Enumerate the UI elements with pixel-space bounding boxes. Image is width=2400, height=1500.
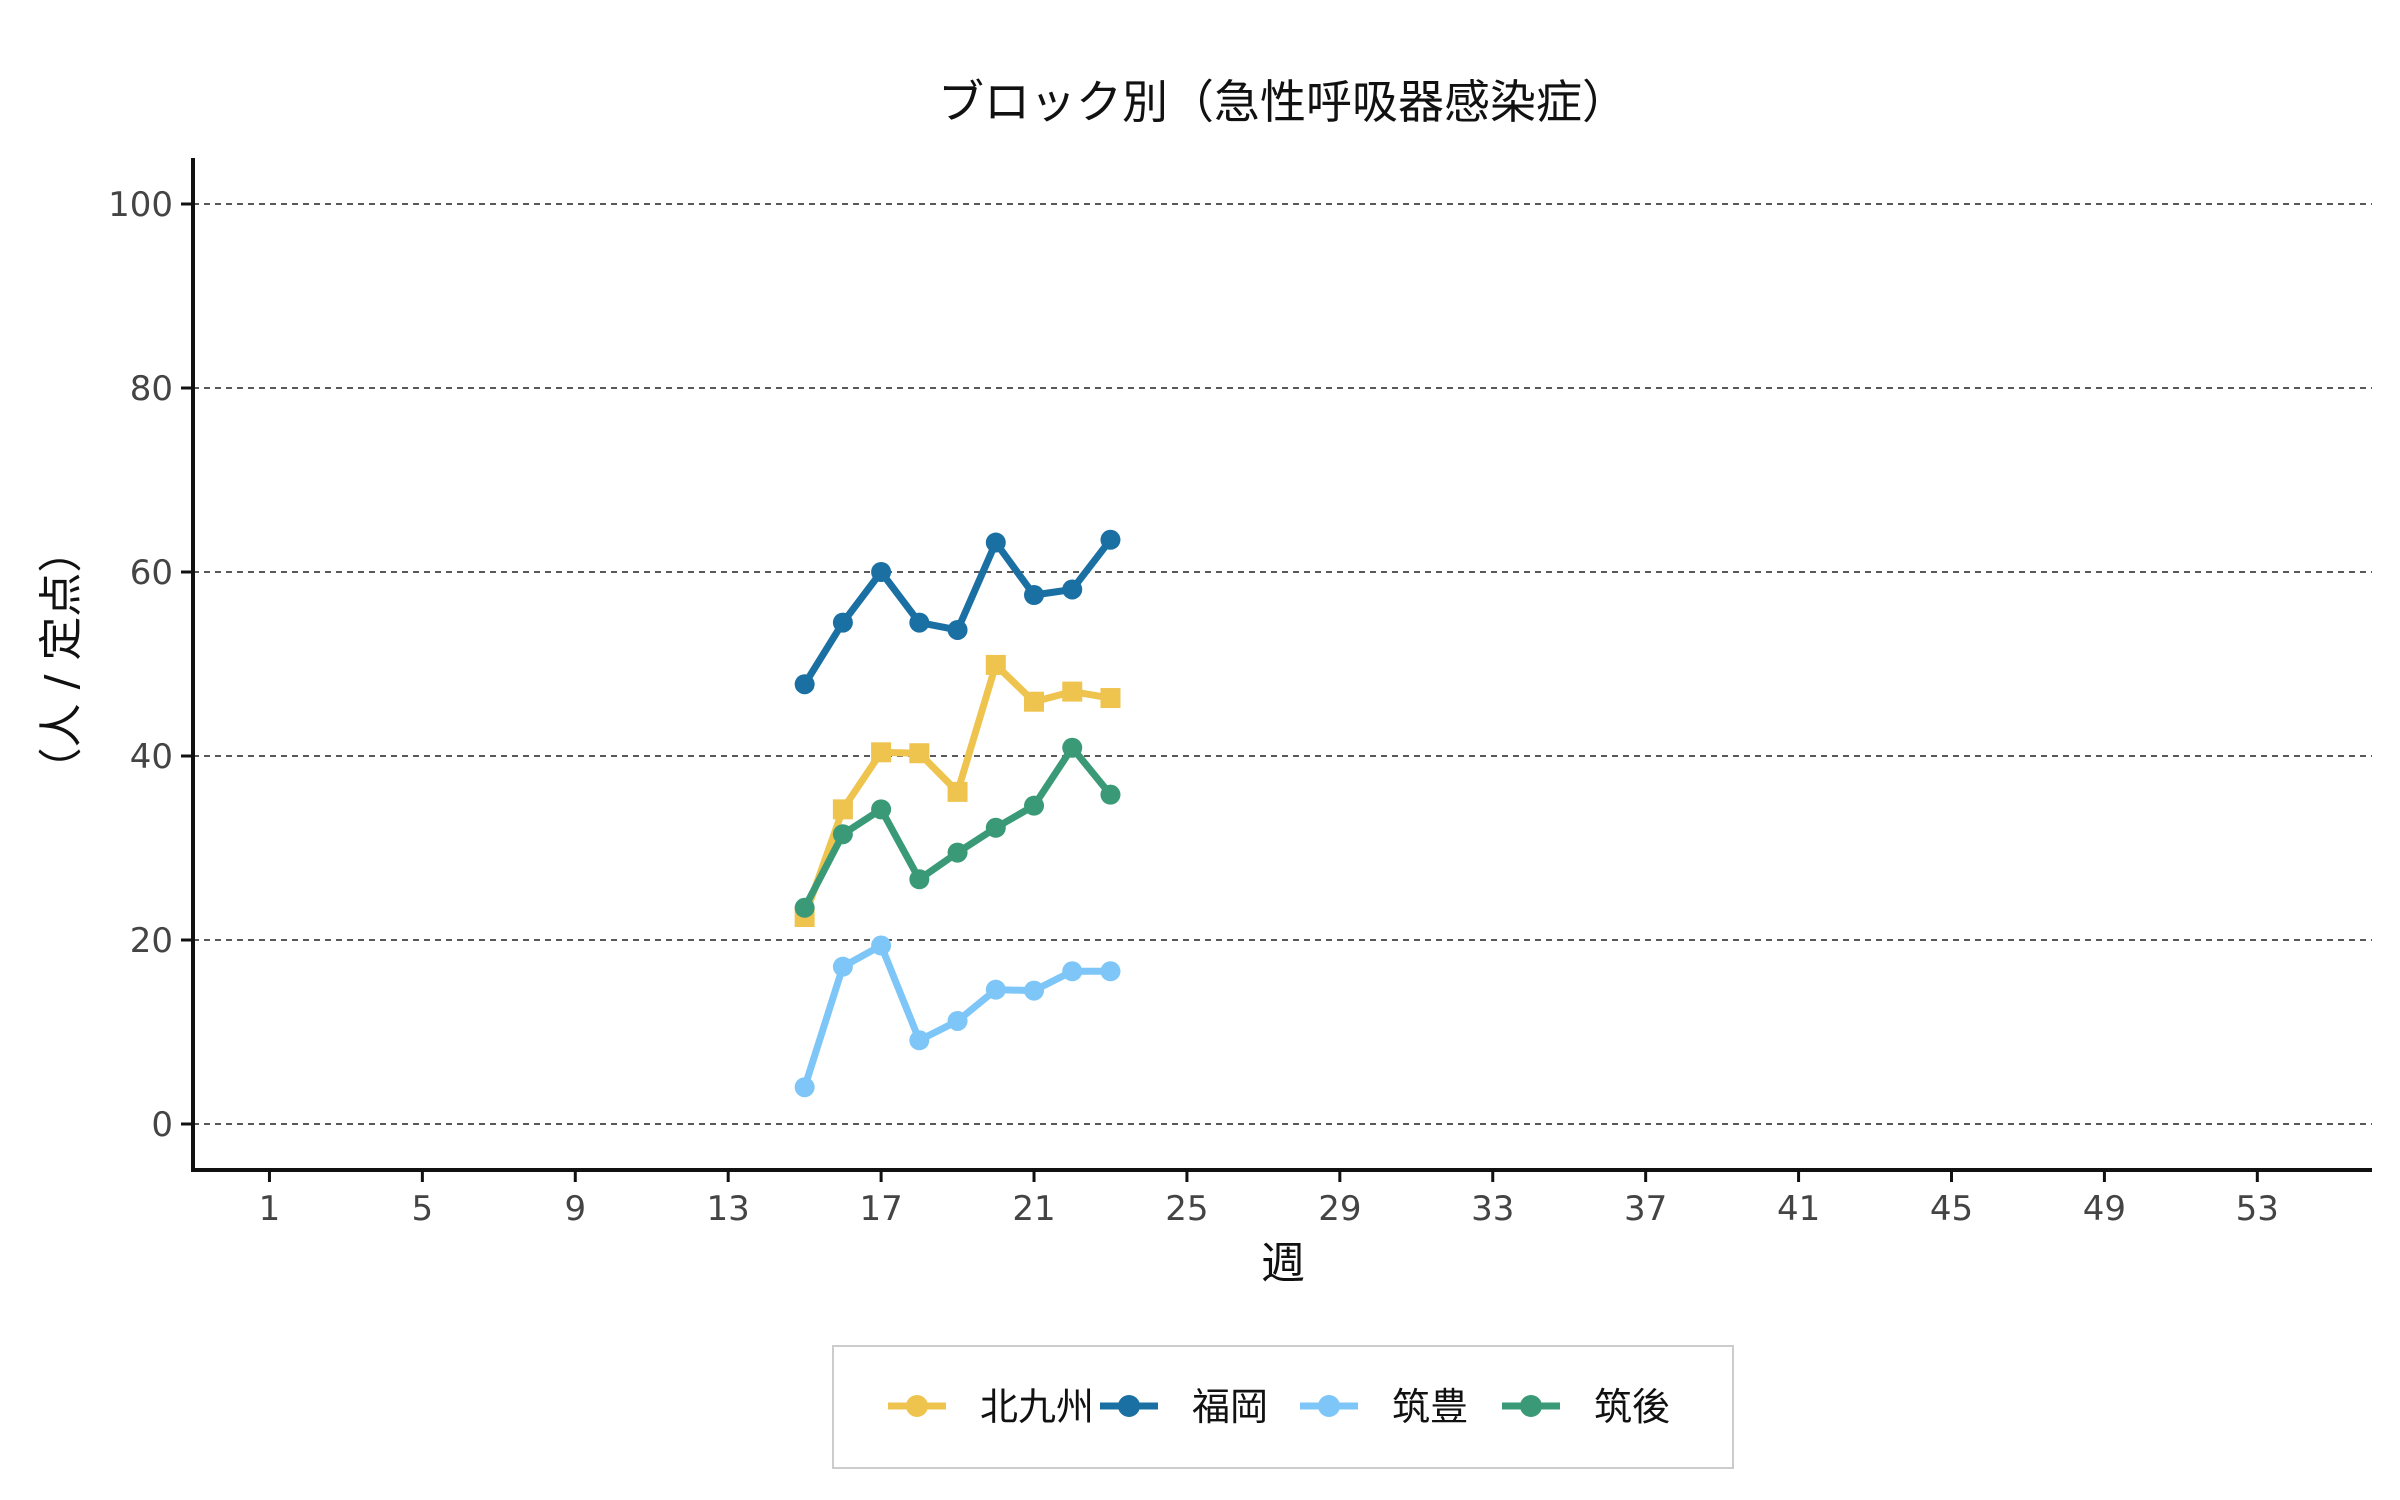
- data-point: [1062, 579, 1083, 600]
- data-point: [985, 817, 1006, 838]
- data-point: [1100, 961, 1121, 982]
- series-2: [794, 935, 1121, 1098]
- y-tick-label: 60: [130, 553, 173, 593]
- legend-label: 筑豊: [1392, 1385, 1468, 1429]
- y-axis-title: （人 / 定点）: [36, 529, 87, 792]
- y-tick-label: 40: [130, 737, 173, 777]
- x-tick-label: 53: [2236, 1189, 2279, 1229]
- x-tick-label: 29: [1318, 1189, 1361, 1229]
- y-tick-label: 100: [108, 185, 173, 225]
- data-point: [1100, 784, 1121, 805]
- data-point: [832, 956, 853, 977]
- data-point: [985, 654, 1006, 675]
- data-point: [985, 532, 1006, 553]
- series-1: [794, 529, 1121, 695]
- x-tick-label: 5: [412, 1189, 434, 1229]
- data-point: [909, 869, 930, 890]
- data-point: [947, 842, 968, 863]
- legend-swatch-marker: [1318, 1395, 1340, 1417]
- x-tick-label: 1: [259, 1189, 281, 1229]
- y-ticks: 0 20 40 60 80 100: [108, 185, 193, 1145]
- data-point: [909, 612, 930, 633]
- x-tick-label: 9: [564, 1189, 586, 1229]
- x-tick-label: 37: [1624, 1189, 1667, 1229]
- legend-label: 北九州: [980, 1385, 1094, 1429]
- data-point: [947, 1010, 968, 1031]
- legend-item: 福岡: [1100, 1385, 1268, 1429]
- legend-swatch-marker: [1118, 1395, 1140, 1417]
- x-tick-label: 49: [2083, 1189, 2126, 1229]
- legend: 北九州 福岡 筑豊 筑後: [888, 1385, 1670, 1429]
- y-tick-label: 20: [130, 921, 173, 961]
- legend-item: 筑後: [1502, 1385, 1670, 1429]
- data-point: [871, 742, 892, 763]
- data-point: [871, 935, 892, 956]
- y-tick-label: 0: [151, 1105, 173, 1145]
- data-point: [794, 897, 815, 918]
- data-point: [985, 979, 1006, 1000]
- data-point: [1100, 529, 1121, 550]
- series-layer: [794, 529, 1121, 1098]
- data-point: [832, 824, 853, 845]
- x-tick-label: 33: [1471, 1189, 1514, 1229]
- x-axis-title: 週: [1261, 1238, 1305, 1289]
- legend-swatch-marker: [1520, 1395, 1542, 1417]
- legend-item: 筑豊: [1300, 1385, 1468, 1429]
- legend-item: 北九州: [888, 1385, 1094, 1429]
- x-tick-label: 45: [1930, 1189, 1973, 1229]
- data-point: [1024, 691, 1045, 712]
- x-tick-label: 41: [1777, 1189, 1820, 1229]
- y-tick-label: 80: [130, 369, 173, 409]
- chart-title: ブロック別（急性呼吸器感染症）: [938, 75, 1628, 129]
- data-point: [871, 799, 892, 820]
- data-point: [832, 612, 853, 633]
- data-point: [947, 619, 968, 640]
- data-point: [1100, 688, 1121, 709]
- data-point: [1024, 585, 1045, 605]
- series-0: [794, 654, 1121, 927]
- data-point: [947, 781, 968, 802]
- x-tick-label: 25: [1165, 1189, 1208, 1229]
- legend-label: 福岡: [1192, 1385, 1268, 1429]
- data-point: [909, 1030, 930, 1051]
- data-point: [1062, 681, 1083, 702]
- data-point: [1024, 795, 1045, 816]
- grid-lines: [193, 203, 2372, 1125]
- series-3: [794, 737, 1121, 918]
- data-point: [1062, 961, 1083, 982]
- data-point: [794, 1077, 815, 1098]
- x-tick-label: 17: [859, 1189, 902, 1229]
- legend-box: [832, 1345, 1734, 1469]
- data-point: [832, 799, 853, 820]
- data-point: [1062, 737, 1083, 758]
- data-point: [1024, 980, 1045, 1001]
- legend-label: 筑後: [1594, 1385, 1670, 1429]
- x-tick-label: 13: [707, 1189, 750, 1229]
- series-line: [801, 537, 1114, 687]
- x-ticks: 1 5 9 13 17 21 25 29 33 37 41 45 49 53: [259, 1170, 2279, 1229]
- legend-swatch-marker: [906, 1395, 928, 1417]
- data-point: [794, 674, 815, 695]
- data-point: [909, 743, 930, 764]
- x-tick-label: 21: [1012, 1189, 1055, 1229]
- data-point: [871, 562, 892, 582]
